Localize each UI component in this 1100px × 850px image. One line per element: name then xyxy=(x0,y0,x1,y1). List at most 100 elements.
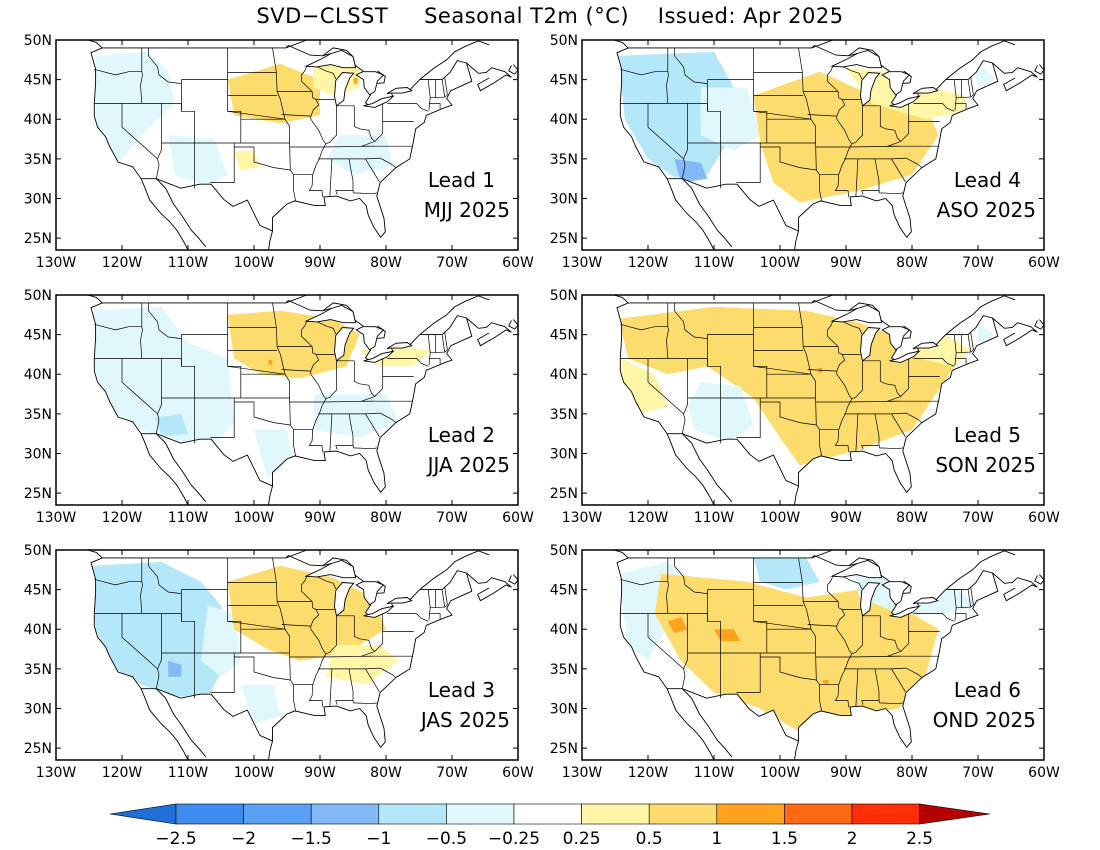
state-border xyxy=(753,47,768,143)
state-border xyxy=(374,631,384,652)
state-border xyxy=(798,47,822,201)
canada-coastline xyxy=(419,295,490,335)
lat-label: 45N xyxy=(24,583,52,599)
state-border xyxy=(827,321,853,452)
great-lake xyxy=(881,71,911,96)
anomaly-region xyxy=(326,135,393,175)
anomaly-region xyxy=(268,360,273,365)
canada-coastline xyxy=(613,39,629,49)
lon-label: 130W xyxy=(36,255,77,271)
lon-label: 120W xyxy=(628,510,669,526)
canada-coastline xyxy=(1034,64,1045,75)
mexico-coastline xyxy=(268,740,273,761)
lat-label: 40N xyxy=(550,367,578,383)
lon-label: 80W xyxy=(370,255,402,271)
lon-label: 110W xyxy=(168,255,209,271)
lon-label: 60W xyxy=(1028,510,1060,526)
lon-label: 120W xyxy=(102,510,143,526)
season-label: SON 2025 xyxy=(935,453,1036,477)
lon-label: 60W xyxy=(502,765,534,781)
lon-label: 70W xyxy=(436,510,468,526)
state-border xyxy=(707,589,721,699)
state-border xyxy=(970,332,974,353)
state-border xyxy=(321,655,375,658)
state-border xyxy=(318,157,397,168)
state-border xyxy=(647,613,684,670)
great-lake xyxy=(334,327,355,362)
lon-label: 90W xyxy=(830,765,862,781)
state-border xyxy=(301,321,327,452)
anomaly-region xyxy=(95,51,175,167)
anomaly-region xyxy=(227,63,320,124)
state-border xyxy=(281,114,311,117)
state-border xyxy=(329,158,333,197)
great-lake xyxy=(355,581,385,606)
lon-label: 110W xyxy=(168,765,209,781)
lon-label: 90W xyxy=(830,255,862,271)
state-border xyxy=(140,557,143,614)
great-lake xyxy=(363,350,395,363)
state-border xyxy=(970,77,974,98)
state-border xyxy=(181,334,195,444)
canada-coastline xyxy=(613,294,629,304)
state-border xyxy=(317,66,337,79)
state-border xyxy=(444,332,448,353)
state-border xyxy=(674,302,708,339)
state-border xyxy=(272,47,296,201)
anomaly-region xyxy=(92,561,228,697)
state-border xyxy=(210,143,235,183)
canada-coastline xyxy=(87,549,103,559)
state-border xyxy=(94,68,142,76)
canada-coastline xyxy=(811,39,833,49)
figure-title: SVD−CLSST Seasonal T2m (°C) Issued: Apr … xyxy=(256,4,844,28)
lon-label: 60W xyxy=(502,255,534,271)
great-lake xyxy=(912,342,939,349)
mexico-coastline xyxy=(666,433,715,506)
state-border xyxy=(365,668,380,692)
canada-coastline xyxy=(613,549,629,559)
great-lake xyxy=(830,304,883,324)
lon-label: 120W xyxy=(102,255,143,271)
state-border xyxy=(382,103,414,122)
state-border xyxy=(210,653,235,693)
state-border xyxy=(900,376,910,397)
state-border xyxy=(281,369,311,372)
state-border xyxy=(140,47,143,104)
mexico-coastline xyxy=(794,230,799,251)
state-border xyxy=(227,365,286,375)
lead-label: Lead 4 xyxy=(954,168,1021,192)
state-border xyxy=(227,47,242,143)
state-border xyxy=(325,615,337,655)
lat-label: 30N xyxy=(550,446,578,462)
state-border xyxy=(234,146,291,171)
lon-label: 70W xyxy=(436,255,468,271)
colorbar-segment xyxy=(581,803,650,825)
colorbar-arrow-high xyxy=(919,803,991,825)
lon-label: 120W xyxy=(102,765,143,781)
lat-label: 50N xyxy=(24,33,52,49)
boundaries xyxy=(87,39,519,251)
state-border xyxy=(970,587,974,608)
lon-label: 70W xyxy=(436,765,468,781)
state-border xyxy=(827,576,853,707)
colorbar-segment xyxy=(175,803,244,825)
state-border xyxy=(352,700,377,705)
lead-label: Lead 1 xyxy=(428,168,495,192)
canada-coastline xyxy=(945,40,1016,80)
canada-coastline xyxy=(466,62,512,92)
state-border xyxy=(234,401,291,426)
state-border xyxy=(753,110,812,120)
great-lake xyxy=(860,327,881,362)
state-border xyxy=(855,668,859,707)
state-border xyxy=(387,358,429,367)
mexico-coastline xyxy=(140,433,189,506)
lon-label: 120W xyxy=(628,765,669,781)
colorbar-label: −1.5 xyxy=(291,829,332,849)
lon-label: 110W xyxy=(168,510,209,526)
mexico-coastline xyxy=(155,688,207,758)
state-border xyxy=(908,358,940,377)
lon-label: 90W xyxy=(830,510,862,526)
anomaly-region xyxy=(92,306,235,454)
great-lake xyxy=(830,559,883,579)
